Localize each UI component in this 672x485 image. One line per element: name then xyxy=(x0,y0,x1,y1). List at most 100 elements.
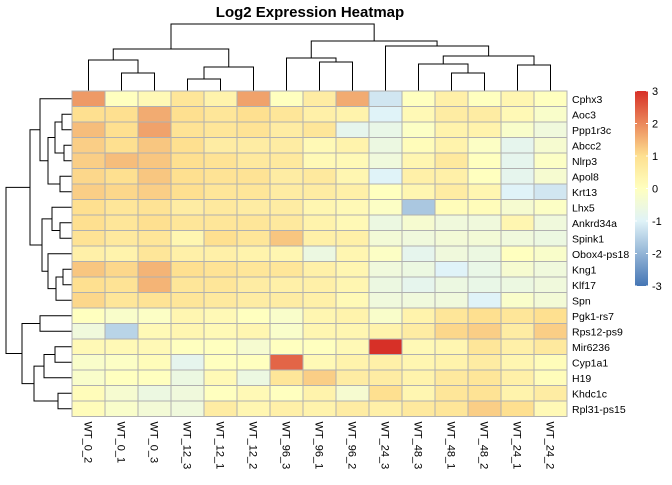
heatmap-cell xyxy=(401,369,436,386)
heatmap-cell xyxy=(434,323,469,340)
dendrogram-branch xyxy=(59,175,72,193)
heatmap-cell xyxy=(434,214,469,231)
heatmap-cell xyxy=(401,230,436,247)
column-dendrogram xyxy=(88,23,551,91)
heatmap-cell xyxy=(401,90,436,107)
dendrogram-branch xyxy=(310,40,438,58)
row-label: H19 xyxy=(572,373,591,385)
heatmap-cell xyxy=(302,261,337,278)
heatmap-cell xyxy=(104,152,139,169)
heatmap-cell xyxy=(104,121,139,138)
heatmap-cell xyxy=(368,338,403,355)
heatmap-cell xyxy=(500,292,535,309)
heatmap-cell xyxy=(467,292,502,309)
heatmap-cell xyxy=(236,323,271,340)
heatmap-cell xyxy=(335,338,370,355)
dendrogram-branch xyxy=(517,64,551,91)
heatmap-cell xyxy=(500,137,535,154)
heatmap-cell xyxy=(401,307,436,324)
heatmap-cell xyxy=(269,245,304,262)
dendrogram-branch xyxy=(61,113,72,131)
heatmap-cell xyxy=(104,261,139,278)
heatmap-cell xyxy=(500,106,535,123)
heatmap-cells xyxy=(71,90,568,417)
heatmap-cell xyxy=(533,90,568,107)
heatmap-cell xyxy=(401,354,436,371)
heatmap-cell xyxy=(71,183,106,200)
heatmap-cell xyxy=(170,369,205,386)
dendrogram-branch xyxy=(385,45,490,91)
heatmap-cell xyxy=(335,292,370,309)
heatmap-cell xyxy=(401,400,436,417)
heatmap-cell xyxy=(137,338,172,355)
column-label: WT_12_1 xyxy=(214,422,226,470)
heatmap-cell xyxy=(104,338,139,355)
row-label: Kng1 xyxy=(572,264,597,276)
heatmap-cell xyxy=(368,400,403,417)
heatmap-cell xyxy=(104,214,139,231)
row-label: Rpl31-ps15 xyxy=(572,404,626,416)
legend-tick-label: -3 xyxy=(652,281,662,293)
heatmap-cell xyxy=(203,323,238,340)
heatmap-cell xyxy=(368,369,403,386)
heatmap-cell xyxy=(137,90,172,107)
heatmap-cell xyxy=(203,214,238,231)
column-label: WT_96_3 xyxy=(280,422,292,470)
dendrogram-branch xyxy=(21,323,40,385)
heatmap-cell xyxy=(269,385,304,402)
heatmap-cell xyxy=(137,369,172,386)
heatmap-cell xyxy=(170,230,205,247)
heatmap-cell xyxy=(467,90,502,107)
row-label: Mir6236 xyxy=(572,342,610,354)
heatmap-cell xyxy=(71,276,106,293)
heatmap-cell xyxy=(71,354,106,371)
row-label: Pgk1-rs7 xyxy=(572,311,614,323)
heatmap-cell xyxy=(500,245,535,262)
heatmap-cell xyxy=(203,90,238,107)
column-label: WT_24_1 xyxy=(511,422,523,470)
legend-tick-label: 2 xyxy=(652,119,658,131)
heatmap-cell xyxy=(236,214,271,231)
heatmap-cell xyxy=(170,137,205,154)
heatmap-cell xyxy=(71,137,106,154)
heatmap-cell xyxy=(467,400,502,417)
dendrogram-branch xyxy=(33,365,58,402)
heatmap-cell xyxy=(500,90,535,107)
dendrogram-branch xyxy=(51,206,72,231)
heatmap-cell xyxy=(500,369,535,386)
heatmap-cell xyxy=(137,323,172,340)
heatmap-cell xyxy=(467,137,502,154)
heatmap-cell xyxy=(302,307,337,324)
heatmap-cell xyxy=(302,369,337,386)
heatmap-cell xyxy=(500,385,535,402)
heatmap-cell xyxy=(368,276,403,293)
heatmap-cell xyxy=(104,292,139,309)
heatmap-cell xyxy=(533,292,568,309)
heatmap-cell xyxy=(533,230,568,247)
heatmap-cell xyxy=(170,106,205,123)
heatmap-cell xyxy=(401,168,436,185)
column-label: WT_12_2 xyxy=(247,422,259,470)
heatmap-cell xyxy=(269,199,304,216)
dendrogram-branch xyxy=(62,268,72,286)
heatmap-cell xyxy=(269,276,304,293)
dendrogram-branch xyxy=(319,61,353,91)
row-label: Abcc2 xyxy=(572,140,601,152)
heatmap-cell xyxy=(104,323,139,340)
heatmap-cell xyxy=(533,183,568,200)
heatmap-cell xyxy=(236,121,271,138)
column-label: WT_96_1 xyxy=(313,422,325,470)
heatmap-cell xyxy=(170,385,205,402)
heatmap-cell xyxy=(368,168,403,185)
heatmap-cell xyxy=(533,137,568,154)
heatmap-cell xyxy=(236,137,271,154)
heatmap-cell xyxy=(302,214,337,231)
heatmap-cell xyxy=(236,354,271,371)
heatmap-cell xyxy=(335,183,370,200)
heatmap-cell xyxy=(401,323,436,340)
dendrogram-branch xyxy=(451,72,485,91)
heatmap-cell xyxy=(368,199,403,216)
heatmap-cell xyxy=(269,354,304,371)
heatmap-cell xyxy=(533,245,568,262)
heatmap-cell xyxy=(104,400,139,417)
